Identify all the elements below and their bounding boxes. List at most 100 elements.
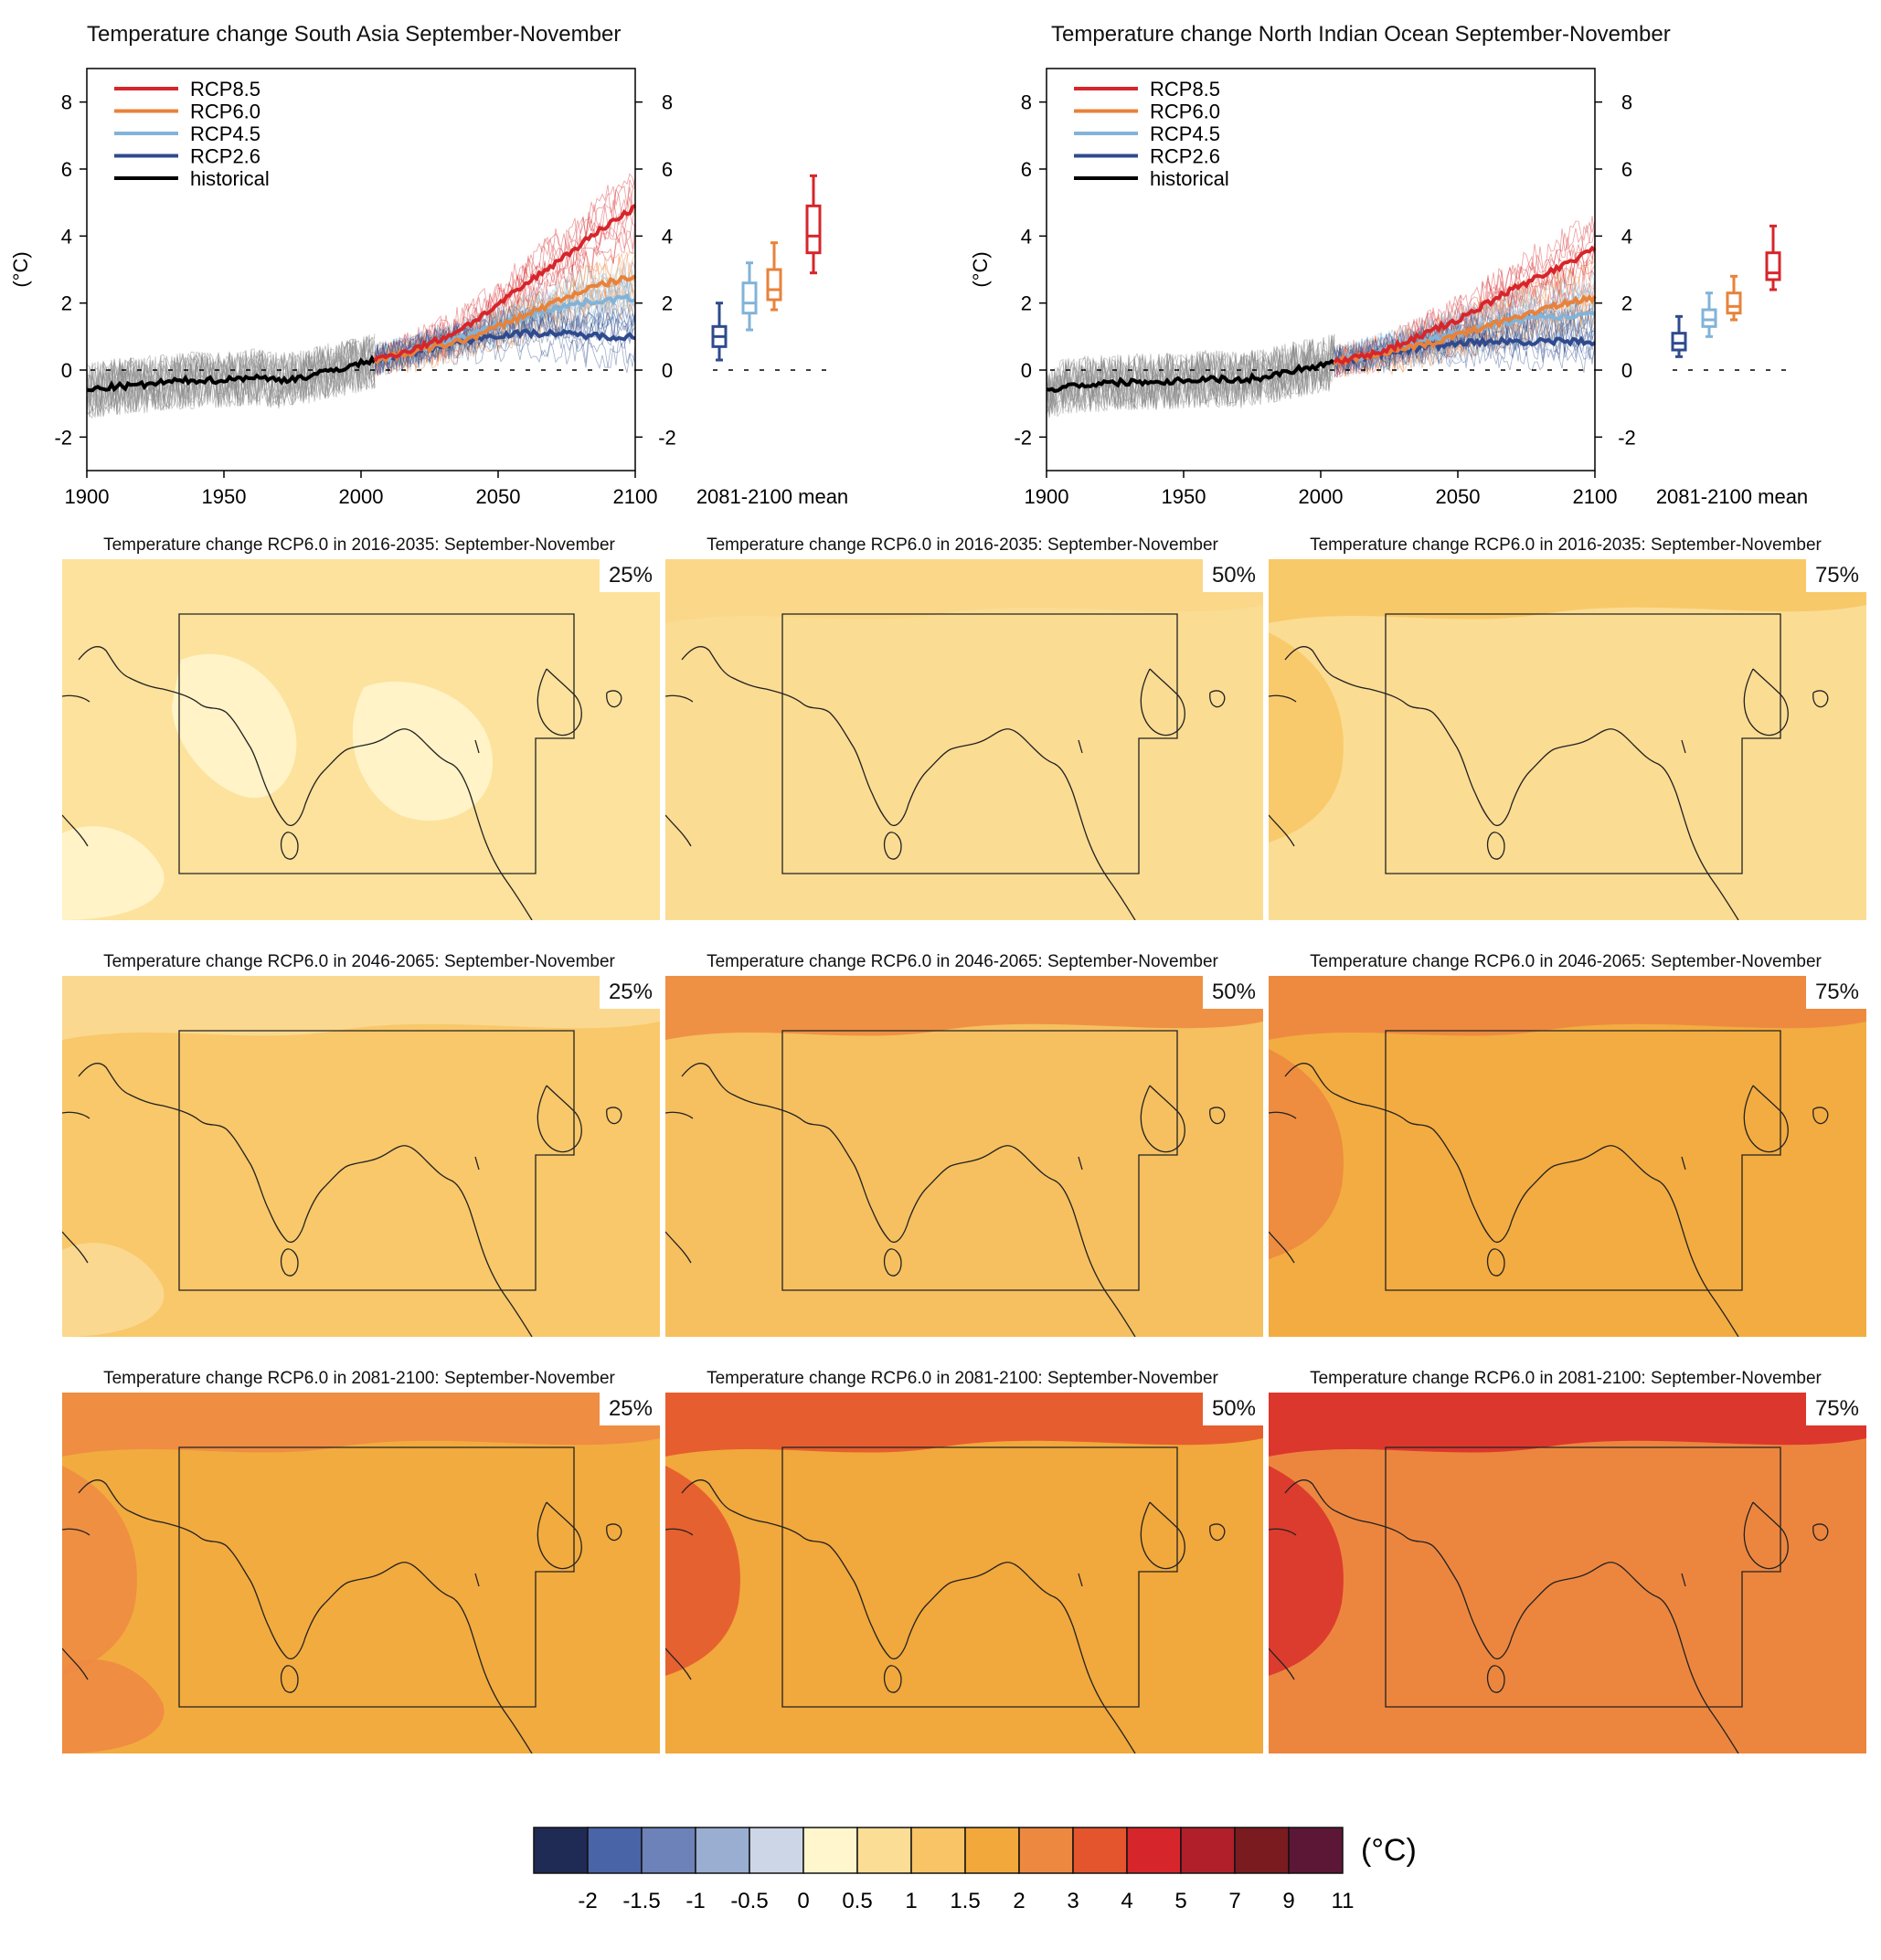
coastline: [1078, 1573, 1083, 1587]
temperature-map: 25%: [62, 559, 660, 920]
scenario-member-line: [374, 173, 636, 370]
y-axis-label: (°C): [969, 251, 992, 287]
anomaly-patch: [1269, 632, 1344, 842]
historical-member-line: [1046, 334, 1335, 414]
temperature-map: 50%: [665, 1393, 1263, 1753]
map-title: Temperature change RCP6.0 in 2016-2035: …: [1310, 535, 1822, 555]
chart-title-south-asia: Temperature change South Asia September-…: [87, 22, 622, 47]
percentile-label: 75%: [1805, 976, 1866, 1009]
boxplot-label: 2081-2100 mean: [1656, 485, 1808, 508]
coastline: [1140, 668, 1185, 736]
scenario-member-line: [374, 186, 636, 368]
region-outline: [1385, 613, 1781, 874]
scenario-member-line: [374, 205, 636, 376]
legend-label: RCP2.6: [190, 145, 260, 168]
colorbar-tick-label: 11: [1332, 1889, 1355, 1913]
coastline: [78, 646, 533, 920]
scenario-member-line: [374, 260, 636, 374]
coastline: [1140, 1085, 1185, 1153]
historical-member-line: [86, 334, 376, 413]
y-tick-label-right: 4: [1621, 225, 1632, 248]
coastline: [1743, 1501, 1789, 1570]
y-tick-label-right: -2: [1618, 426, 1636, 449]
x-tick-label: 2050: [1436, 485, 1481, 508]
boxplot-box: [1671, 332, 1687, 352]
scenario-member-line: [374, 220, 636, 374]
coastline: [62, 1647, 89, 1680]
map-canvas: [665, 976, 1263, 1337]
coastline: [1812, 690, 1829, 708]
colorbar-tick-label: 4: [1121, 1889, 1132, 1913]
scenario-member-line: [374, 280, 636, 376]
plot-frame: [1046, 68, 1596, 471]
legend-label: RCP4.5: [190, 122, 260, 145]
region-outline: [178, 1446, 575, 1708]
y-tick-label: 0: [1021, 359, 1032, 382]
colorbar-tick-label: 7: [1228, 1889, 1240, 1913]
x-tick-label: 1900: [65, 485, 110, 508]
coastline: [665, 694, 694, 703]
temperature-map: 25%: [62, 976, 660, 1337]
anomaly-patch: [1269, 1393, 1866, 1457]
y-tick-label: -2: [1014, 426, 1032, 449]
coastline: [474, 1573, 480, 1587]
scenario-member-line: [374, 252, 636, 366]
map-title: Temperature change RCP6.0 in 2081-2100: …: [1310, 1369, 1822, 1388]
scenario-member-line: [1334, 322, 1596, 378]
map-title: Temperature change RCP6.0 in 2046-2065: …: [103, 952, 615, 971]
coastline: [280, 1665, 299, 1693]
coastline: [1681, 1156, 1686, 1171]
scenario-member-line: [1334, 220, 1596, 378]
temperature-map: 75%: [1269, 1393, 1866, 1753]
coastline: [1681, 739, 1686, 754]
coastline: [1269, 1111, 1297, 1119]
x-tick-label: 1950: [202, 485, 247, 508]
colorbar-tick-label: 9: [1282, 1889, 1294, 1913]
colorbar-swatch: [695, 1827, 750, 1874]
scenario-member-line: [374, 302, 636, 368]
colorbar-swatch: [1288, 1827, 1344, 1874]
colorbar-swatch: [1072, 1827, 1128, 1874]
coastline: [62, 1528, 90, 1536]
coastline: [1209, 1523, 1226, 1542]
x-tick-label: 2000: [1299, 485, 1344, 508]
colorbar-swatch: [1126, 1827, 1182, 1874]
boxplot-label: 2081-2100 mean: [696, 485, 848, 508]
historical-member-line: [86, 340, 376, 406]
anomaly-patch: [62, 1393, 660, 1457]
region-outline: [781, 613, 1178, 874]
coastline: [681, 646, 1136, 920]
map-canvas: [1269, 976, 1866, 1337]
scenario-member-line: [374, 269, 636, 375]
anomaly-patch: [665, 976, 1263, 1040]
coastline: [665, 1111, 694, 1119]
y-tick-label: 2: [61, 292, 72, 315]
map-title: Temperature change RCP6.0 in 2016-2035: …: [707, 535, 1218, 555]
coastline: [606, 690, 622, 708]
region-outline: [178, 1030, 575, 1291]
coastline: [537, 1085, 582, 1153]
colorbar-swatch: [1234, 1827, 1290, 1874]
map-canvas: [62, 1393, 660, 1753]
coastline: [1284, 1063, 1739, 1337]
y-tick-label-right: 6: [1621, 158, 1632, 181]
colorbar-swatch: [910, 1827, 966, 1874]
coastline: [280, 1248, 299, 1277]
colorbar-tick-label: 2: [1013, 1889, 1025, 1913]
map-canvas: [62, 613, 622, 920]
series-line-rcp60: [1333, 293, 1597, 366]
map-canvas: [1269, 1393, 1866, 1753]
y-tick-label: -2: [54, 426, 72, 449]
anomaly-patch: [62, 826, 165, 920]
coastline: [537, 668, 582, 736]
coastline: [883, 1665, 902, 1693]
scenario-member-line: [374, 314, 636, 375]
coastline: [1078, 739, 1083, 754]
x-tick-label: 2100: [613, 485, 658, 508]
region-outline: [1385, 1446, 1781, 1708]
anomaly-patch: [665, 1466, 740, 1676]
scenario-member-line: [1334, 309, 1596, 376]
colorbar-tick-label: 1: [905, 1889, 917, 1913]
coastline: [1743, 1085, 1789, 1153]
coastline: [1486, 1665, 1505, 1693]
